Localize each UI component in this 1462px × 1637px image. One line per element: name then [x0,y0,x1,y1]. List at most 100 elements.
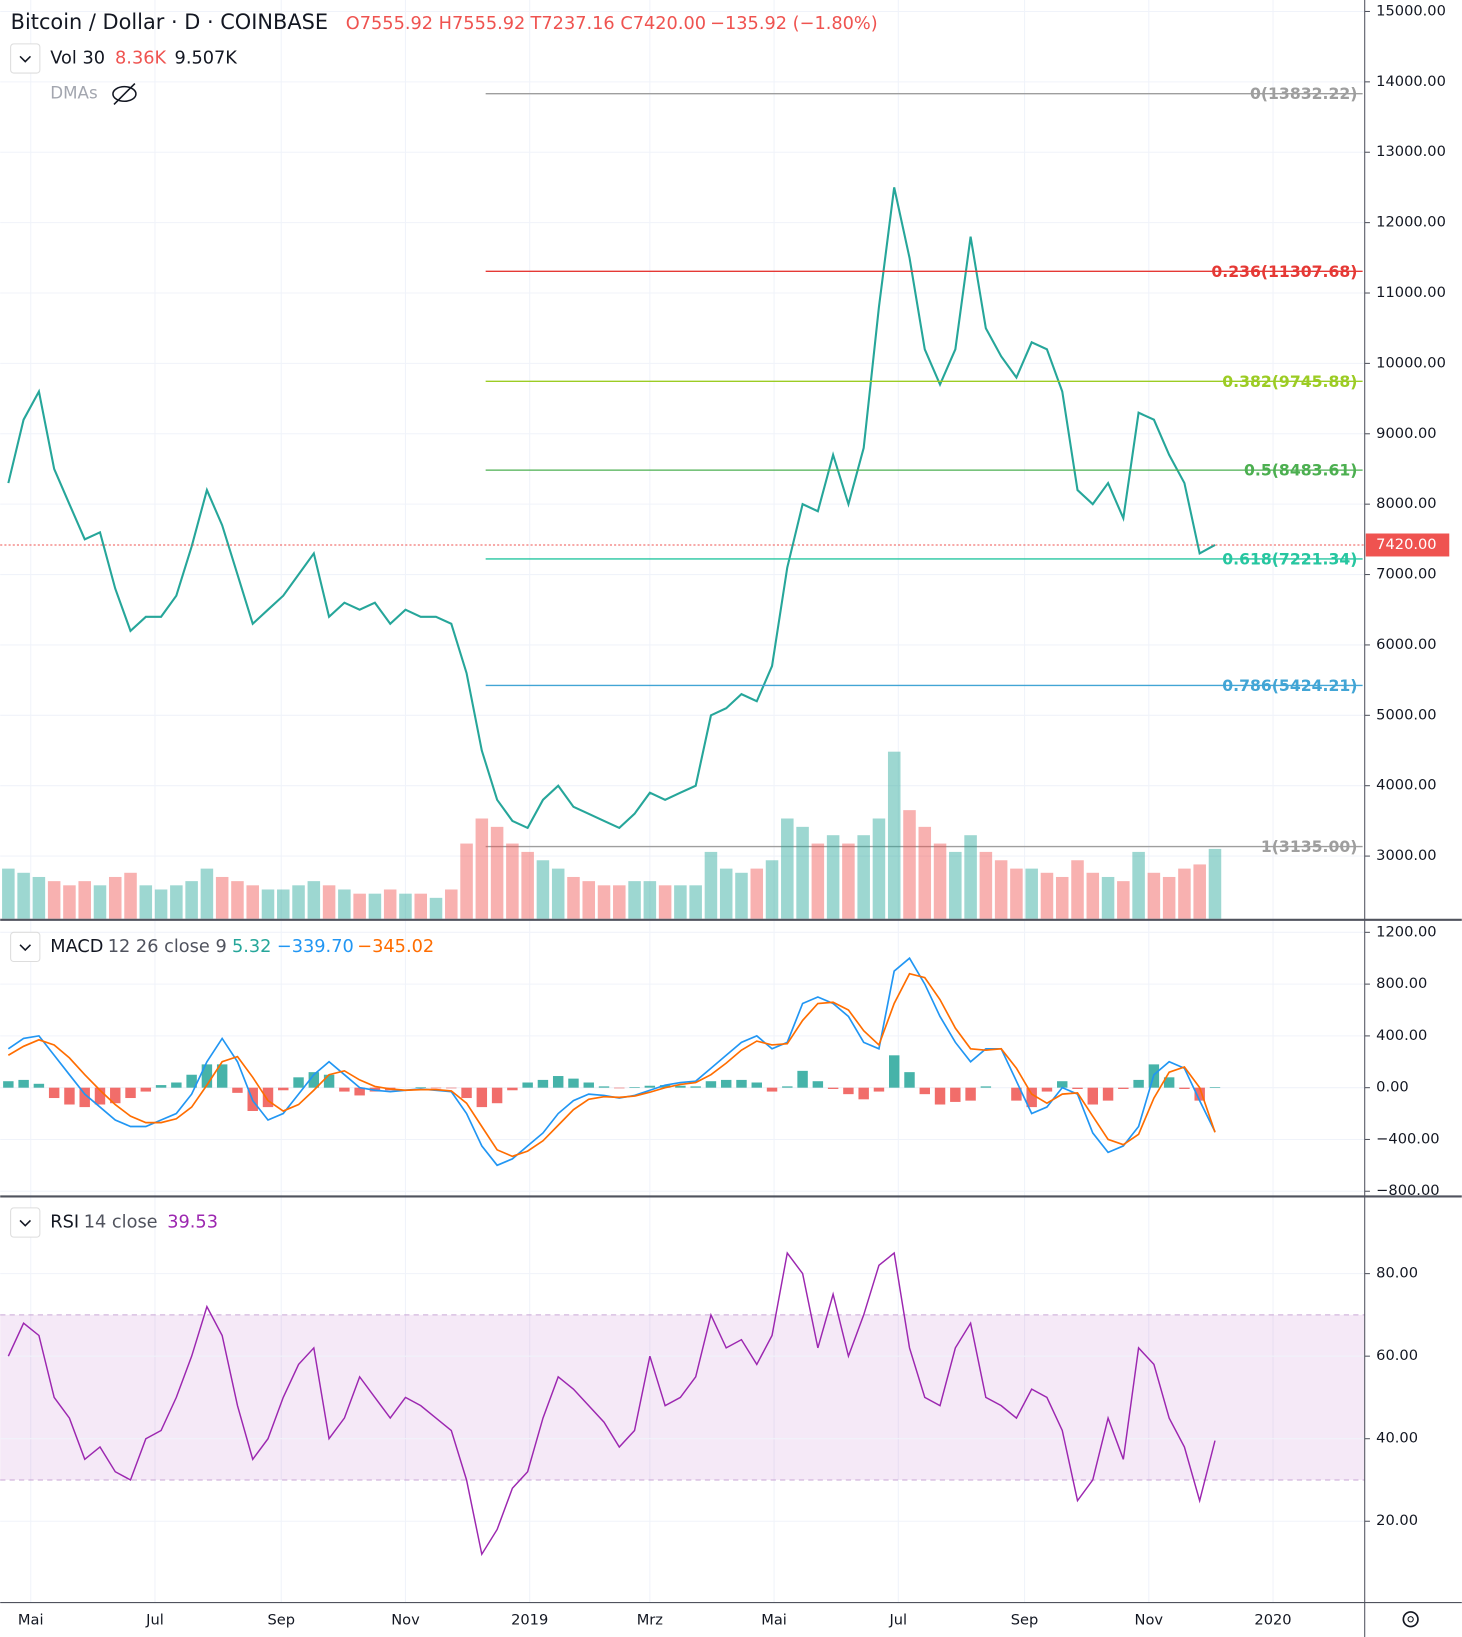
volume-bar [536,860,550,919]
histogram-bar [720,1079,732,1088]
volume-bar [918,826,932,919]
histogram-bar [323,1074,335,1088]
y-tick-label: 5000.00 [1376,706,1436,723]
volume-bar [383,889,397,919]
histogram-bar [904,1072,915,1088]
volume-bar [93,885,107,919]
histogram-bar [18,1079,29,1088]
collapse-button[interactable] [10,43,41,74]
histogram-bar [507,1087,518,1091]
histogram-bar [736,1079,747,1088]
histogram-bar [644,1085,656,1088]
y-tick-label: 80.00 [1376,1265,1418,1282]
y-tick-label: 10000.00 [1376,354,1446,371]
histogram-bar [812,1081,824,1088]
y-tick-label: 15000.00 [1376,2,1446,19]
histogram-bar [155,1085,167,1088]
volume-bar [796,826,809,919]
histogram-bar [308,1072,320,1088]
volume-bar [200,868,214,919]
histogram-bar [614,1087,625,1089]
volume-bar [231,881,244,919]
histogram-bar [79,1087,90,1108]
rsi-line [7,1251,1216,1557]
volume-bar [597,885,611,919]
volume-bar [719,868,733,919]
volume-bar [689,885,702,919]
volume-bar [1193,864,1206,919]
histogram-bar [1163,1077,1175,1088]
histogram-bar [110,1087,121,1104]
histogram-bar [919,1087,930,1095]
settings-icon[interactable] [1402,1611,1419,1628]
collapse-button[interactable] [10,931,41,963]
symbol: Bitcoin / Dollar · D · COINBASE [11,10,328,34]
volume-bar [1132,851,1145,919]
volume-bar [475,818,489,919]
histogram-bar [873,1087,885,1092]
price-line [7,187,1216,830]
volume-bar [414,893,428,919]
volume-bar [521,851,534,919]
y-tick-label: 0.00 [1376,1079,1409,1096]
volume-bar [964,835,977,919]
volume-bar [1178,868,1191,919]
volume-bar [292,885,305,919]
histogram-bar [415,1087,426,1088]
macd-line [7,972,1216,1158]
volume-bar [399,893,412,919]
histogram-bar [64,1087,75,1105]
quote: H7555.92 [439,14,526,34]
histogram-bar [659,1085,671,1088]
histogram-bar [232,1087,243,1093]
volume-bar [811,843,825,919]
volume-bar [933,843,947,919]
volume-bar [1147,872,1161,919]
quote-change: −135.92 (−1.80%) [710,14,878,34]
histogram-bar [537,1079,549,1088]
volume-bar [979,851,993,919]
histogram-bar [827,1087,839,1089]
legend-value: 9.507K [175,48,238,68]
histogram-bar [1072,1087,1083,1089]
volume-bar [215,876,229,919]
volume-bar [842,843,855,919]
histogram-bar [278,1087,289,1091]
histogram-bar [171,1082,182,1088]
histogram-bar [125,1087,136,1099]
volume-bar [368,893,382,919]
plot [0,92,1365,1557]
fib-label: 0.618(7221.34) [1222,550,1357,569]
histogram-bar [552,1076,564,1088]
histogram-bar [339,1087,350,1092]
histogram-bar [1011,1087,1022,1101]
histogram-bar [965,1087,976,1101]
hide-icon[interactable] [112,82,137,105]
volume-bar [353,893,366,919]
volume-bar [490,826,504,919]
y-tick-label: 6000.00 [1376,636,1436,653]
y-tick-label: 3000.00 [1376,847,1436,864]
volume-bar [322,885,336,919]
y-tick-label: −400.00 [1376,1130,1439,1147]
volume-bar [551,868,565,919]
y-tick-label: 11000.00 [1376,284,1446,301]
y-tick-label: 12000.00 [1376,214,1446,231]
histogram-bar [1041,1087,1053,1092]
histogram-bar [1209,1087,1221,1088]
collapse-button[interactable] [10,1207,41,1238]
y-tick-label: 7000.00 [1376,566,1436,583]
quote: C7420.00 [620,14,706,34]
volume-bar [949,851,962,919]
quote: O7555.92 [346,14,433,34]
histogram-bar [950,1087,961,1102]
x-tick-label: Nov [391,1611,420,1628]
histogram-bar [354,1087,365,1096]
histogram-bar [94,1087,106,1105]
histogram-bar [843,1087,854,1095]
volume-bar [506,843,519,919]
legend-value: 5.32 [232,937,272,957]
chevron [19,55,32,63]
x-tick-label: Jul [888,1611,907,1628]
